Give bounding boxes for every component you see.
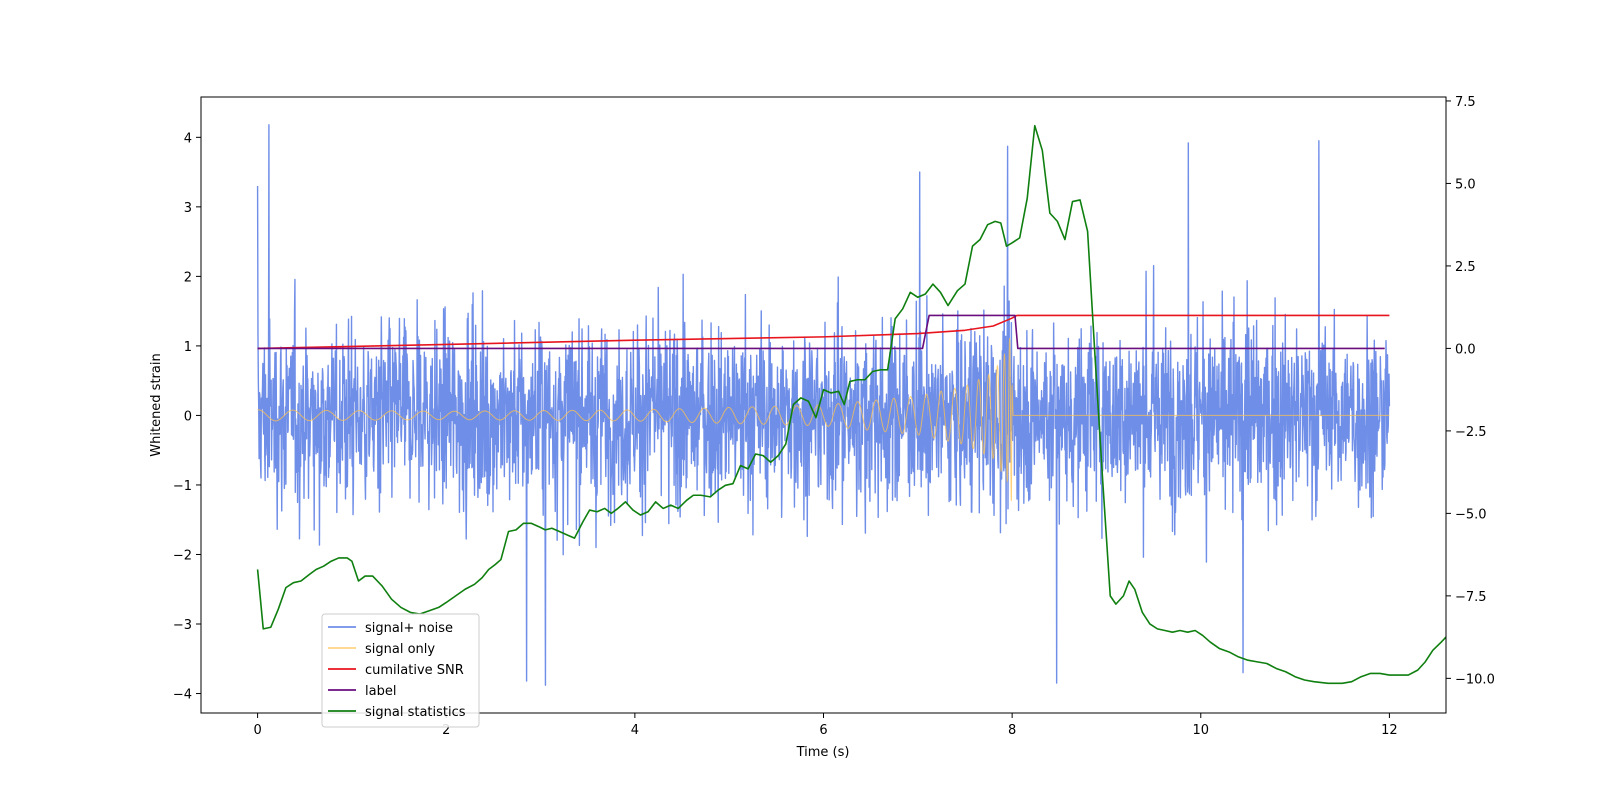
y-axis-label: Whitened strain [149,353,164,456]
y2-tick-label: 0.0 [1455,342,1476,357]
y2-tick-label: −2.5 [1455,425,1487,440]
x-tick-label: 10 [1192,723,1209,738]
legend-label-signal-only: signal only [365,642,435,657]
y-tick-label: 4 [184,131,192,146]
legend-label-label: label [365,684,396,699]
y-tick-label: −2 [173,548,192,563]
series-signal-noise [256,124,1391,686]
y2-tick-label: 7.5 [1455,95,1476,110]
y-tick-label: 3 [184,201,192,216]
x-tick-label: 2 [442,723,450,738]
y2-tick-label: 2.5 [1455,260,1476,275]
y-tick-label: 2 [184,270,192,285]
series-signal-only [257,338,1390,501]
y2-tick-label: −7.5 [1455,590,1487,605]
x-tick-label: 12 [1381,723,1398,738]
y-tick-label: −3 [173,618,192,633]
legend-label-signal-statistics: signal statistics [365,705,466,720]
y2-tick-label: −10.0 [1455,672,1495,687]
y2-tick-label: −5.0 [1455,507,1487,522]
y-tick-label: 0 [184,409,192,424]
legend-label-cumilative-snr: cumilative SNR [365,663,464,678]
y-axis-left: −4 −3 −2 −1 0 1 2 3 4 [173,131,201,703]
legend: signal+ noise signal only cumilative SNR la… [321,613,480,728]
y2-tick-label: 5.0 [1455,177,1476,192]
y-tick-label: 1 [184,340,192,355]
y-tick-label: −4 [173,688,192,703]
legend-label-signal-noise: signal+ noise [365,621,453,636]
x-tick-label: 0 [253,723,261,738]
series-signal-statistics [256,124,1446,685]
x-tick-label: 8 [1008,723,1016,738]
x-tick-label: 6 [819,723,827,738]
series-layer [256,124,1446,686]
legend-box [321,613,480,728]
x-axis-label: Time (s) [796,745,850,760]
y-axis-right: −10.0 −7.5 −5.0 −2.5 0.0 2.5 5.0 7.5 [1446,95,1495,687]
y-tick-label: −1 [173,479,192,494]
series-label [257,314,1385,350]
x-tick-label: 4 [631,723,639,738]
